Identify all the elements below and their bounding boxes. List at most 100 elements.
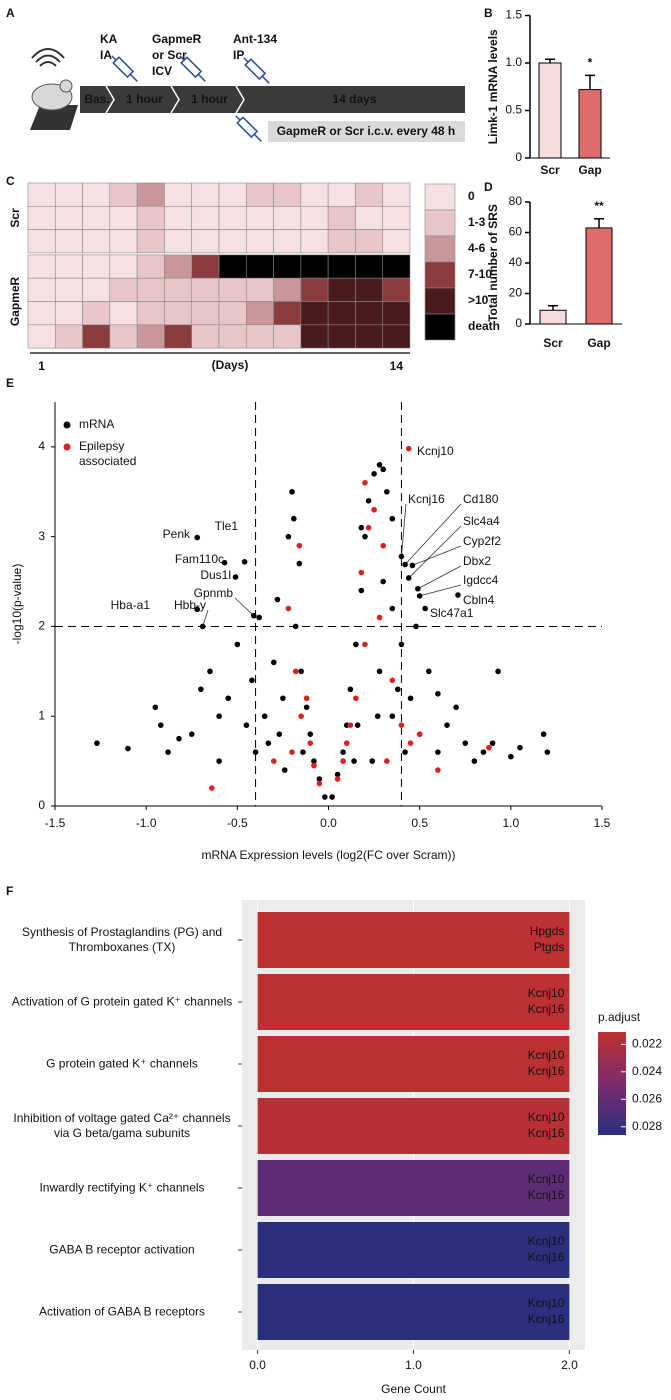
annotated-point [194,606,201,613]
data-point [435,690,441,697]
heatmap-cell [109,182,138,207]
syringe-needle [261,75,270,84]
x-tick-label: 1.5 [594,816,611,830]
data-point [311,758,317,764]
data-point [316,776,323,782]
heatmap-cell [382,206,411,230]
data-point [353,641,359,648]
legend-label: Epilepsy associated [79,439,136,468]
timeline-chevron [170,85,180,114]
y-tick-label: 60 [509,225,523,239]
data-point [374,713,381,720]
x-tick-label: Scr [540,163,560,177]
heatmap-cell [164,206,193,230]
syringe-needle [253,133,262,142]
data-point [384,488,390,495]
heatmap-cell [327,229,356,254]
heatmap-cell [54,254,83,279]
y-tick-label: 0.5 [505,103,522,117]
leader-line [401,503,407,557]
heatmap-cell [54,206,83,230]
gene-label: Kcnj16 [528,1312,565,1326]
data-point [216,713,222,720]
data-point [544,749,551,755]
data-point [316,780,323,787]
annotated-point [241,559,248,565]
heatmap-cell [82,229,111,254]
data-point [340,749,346,755]
data-point [362,641,368,648]
heatmap-cell [164,324,193,349]
heatmap-cell [54,324,83,349]
heatmap-cell [82,301,111,326]
data-point [243,722,250,728]
mouse-icon [30,48,78,130]
legend-label: 1-3 [468,215,486,229]
heatmap-cell [382,277,411,302]
heatmap-cell [273,324,302,349]
heatmap-cell [355,229,384,254]
data-point [303,695,310,702]
gene-label: Ptgds [534,940,565,954]
data-point [540,731,547,737]
data-point [125,745,131,752]
data-point [376,462,383,468]
x-tick-label: 0.5 [411,816,428,830]
heatmap-cell [191,324,220,349]
data-point [225,695,232,702]
panel-letter: D [484,180,493,194]
data-point [334,776,341,782]
bar [257,1160,570,1216]
data-point [285,533,292,540]
legend-swatch [424,209,456,237]
annotation-label: Gpnmb [194,586,234,600]
data-point [329,794,335,800]
heatmap-cell [54,182,83,207]
annotated-point [221,559,228,566]
timeline-stage: 1 hour [126,92,163,106]
legend-swatch [424,183,456,211]
bar [257,1284,570,1340]
x-tick-label: 14 [390,359,404,373]
heatmap-cell [273,206,302,230]
heatmap-cell [82,206,111,230]
data-point [425,668,432,675]
data-point [358,587,365,594]
y-tick-label: 20 [509,286,523,300]
heatmap-cell [164,277,193,302]
heatmap-cell [218,229,247,254]
heatmap-cell [109,254,138,279]
data-point [265,740,272,746]
row-group-label: Scr [8,208,22,228]
annotation-label: Kcnj10 [417,444,454,458]
syringe-plunger [243,57,249,63]
data-point [271,659,277,666]
data-point [274,596,281,603]
legend-label: 4-6 [468,241,486,255]
x-tick-label: 0.0 [249,1358,266,1372]
data-point [358,524,365,531]
data-point [489,740,496,746]
heatmap-cell [136,301,165,326]
data-point [416,731,423,737]
data-point [444,722,450,728]
legend-swatch [424,235,456,263]
timeline-chevron [235,85,245,114]
bar [257,1098,570,1154]
legend-label: mRNA [79,417,114,431]
heatmap-cell [136,254,165,279]
heatmap-cell [245,277,274,302]
legend-swatch [424,287,456,315]
syringe-barrel [244,58,267,81]
heatmap-cell [300,182,329,207]
x-tick-label: 2.0 [561,1358,578,1372]
data-point [300,749,306,755]
heatmap-cell [164,301,193,326]
error-bar [585,74,595,90]
gene-label: Kcnj16 [528,1002,565,1016]
data-point [362,533,368,540]
data-point [413,623,419,630]
data-point [389,677,396,684]
x-axis-label: (Days) [212,358,249,372]
data-point [394,686,401,693]
